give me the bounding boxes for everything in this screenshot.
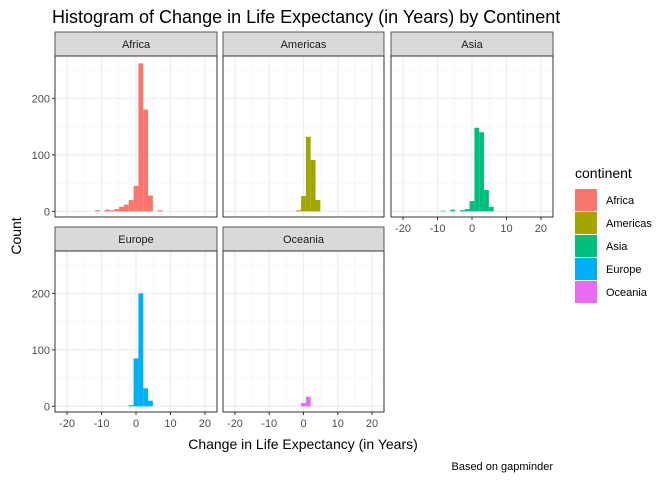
x-tick-label: 10: [332, 418, 344, 430]
histogram-bar: [450, 209, 456, 212]
bars-oceania: [301, 396, 311, 407]
histogram-bar: [109, 210, 115, 212]
y-tick-label: 200: [32, 93, 50, 105]
facet-strip-oceania: [222, 226, 385, 252]
y-tick-label: 200: [32, 288, 50, 300]
legend-swatch-africa: [575, 189, 597, 211]
x-tick-label: 0: [300, 418, 306, 430]
legend-label-oceania: Oceania: [606, 287, 648, 299]
legend-label-americas: Americas: [606, 218, 652, 230]
legend: continent Africa Americas Asia Europe Oceani…: [575, 165, 652, 303]
histogram-bar: [459, 210, 465, 212]
x-tick-label: 10: [500, 223, 512, 235]
facet-strip-africa: [54, 31, 218, 57]
x-tick-label: -20: [395, 223, 411, 235]
gridlines-asia: [391, 56, 553, 217]
x-tick-label: -20: [227, 418, 243, 430]
chart-title: Histogram of Change in Life Expectancy (…: [52, 7, 560, 27]
histogram-bar: [484, 189, 489, 212]
x-axis-title: Change in Life Expectancy (in Years): [188, 436, 418, 452]
y-tick-label: 100: [32, 150, 50, 162]
bars-africa: [94, 63, 163, 212]
histogram-bar: [119, 206, 124, 212]
facet-americas: Americas: [222, 31, 385, 218]
x-tick-label: -20: [59, 418, 75, 430]
facet-asia: Asia -20 -10 0 10 20: [390, 31, 554, 235]
x-tick-label: -10: [430, 223, 446, 235]
histogram-bar: [301, 402, 306, 407]
histogram-bar: [94, 210, 100, 212]
x-tick-label: -10: [94, 418, 110, 430]
legend-swatch-americas: [575, 212, 597, 234]
histogram-bar: [138, 63, 144, 212]
histogram-bar: [148, 195, 153, 212]
histogram-bar: [128, 405, 134, 407]
facet-strip-label-africa: Africa: [122, 39, 151, 51]
bars-europe: [128, 293, 153, 407]
panel-border-africa: [54, 55, 218, 218]
histogram-bar: [440, 210, 446, 212]
bars-asia: [440, 127, 494, 212]
histogram-bar: [148, 400, 153, 407]
y-tick-label: 100: [32, 345, 50, 357]
histogram-bar: [474, 127, 480, 212]
facet-strip-label-europe: Europe: [118, 234, 153, 246]
x-tick-label: 20: [366, 418, 378, 430]
histogram-bar: [301, 196, 306, 212]
legend-label-asia: Asia: [606, 241, 628, 253]
gridlines-europe: [55, 251, 217, 412]
legend-swatch-asia: [575, 235, 597, 257]
panel-border-americas: [222, 55, 385, 218]
histogram-bar: [143, 109, 149, 212]
facet-oceania: Oceania -20 -10 0 10 20: [222, 226, 385, 430]
histogram-bar: [464, 209, 470, 212]
x-tick-label: 0: [469, 223, 475, 235]
histogram-bar: [133, 358, 139, 407]
histogram-bar: [123, 204, 129, 212]
x-tick-label: 10: [164, 418, 176, 430]
facet-strip-label-oceania: Oceania: [283, 234, 325, 246]
histogram-bar: [133, 185, 139, 212]
facet-africa: Africa 0 100 200: [32, 31, 218, 218]
histogram-bar: [296, 210, 302, 212]
y-axis-title: Count: [8, 217, 24, 254]
x-tick-label: 20: [535, 223, 547, 235]
histogram-bar: [157, 210, 163, 212]
facet-strip-label-asia: Asia: [461, 39, 483, 51]
legend-label-africa: Africa: [606, 195, 635, 207]
bars-americas: [296, 136, 321, 212]
legend-swatch-europe: [575, 258, 597, 280]
histogram-bar: [469, 201, 475, 212]
facet-europe: Europe 0 100 200 -20 -10 0 10 20: [32, 226, 218, 430]
facet-strip-label-americas: Americas: [281, 39, 327, 51]
legend-label-europe: Europe: [606, 264, 641, 276]
legend-swatch-oceania: [575, 281, 597, 303]
histogram-bar: [305, 396, 311, 407]
gridlines-africa: [55, 56, 217, 217]
histogram-bar: [104, 209, 110, 212]
y-tick-label: 0: [44, 401, 50, 413]
x-tick-label: -10: [261, 418, 277, 430]
x-tick-label: 0: [133, 418, 139, 430]
histogram-bar: [138, 293, 144, 407]
legend-title: continent: [575, 165, 632, 181]
x-tick-label: 20: [199, 418, 211, 430]
histogram-bar: [305, 136, 311, 212]
histogram-bar: [114, 209, 120, 212]
histogram-bar: [488, 206, 494, 212]
histogram-bar: [479, 132, 485, 212]
histogram-bar: [128, 200, 134, 212]
y-tick-label: 0: [44, 206, 50, 218]
gridlines-oceania: [223, 251, 384, 412]
histogram-bar: [315, 200, 321, 212]
caption: Based on gapminder: [451, 461, 553, 473]
facet-strip-americas: [222, 31, 385, 57]
histogram-bar: [143, 388, 149, 407]
histogram-bar: [310, 159, 316, 212]
